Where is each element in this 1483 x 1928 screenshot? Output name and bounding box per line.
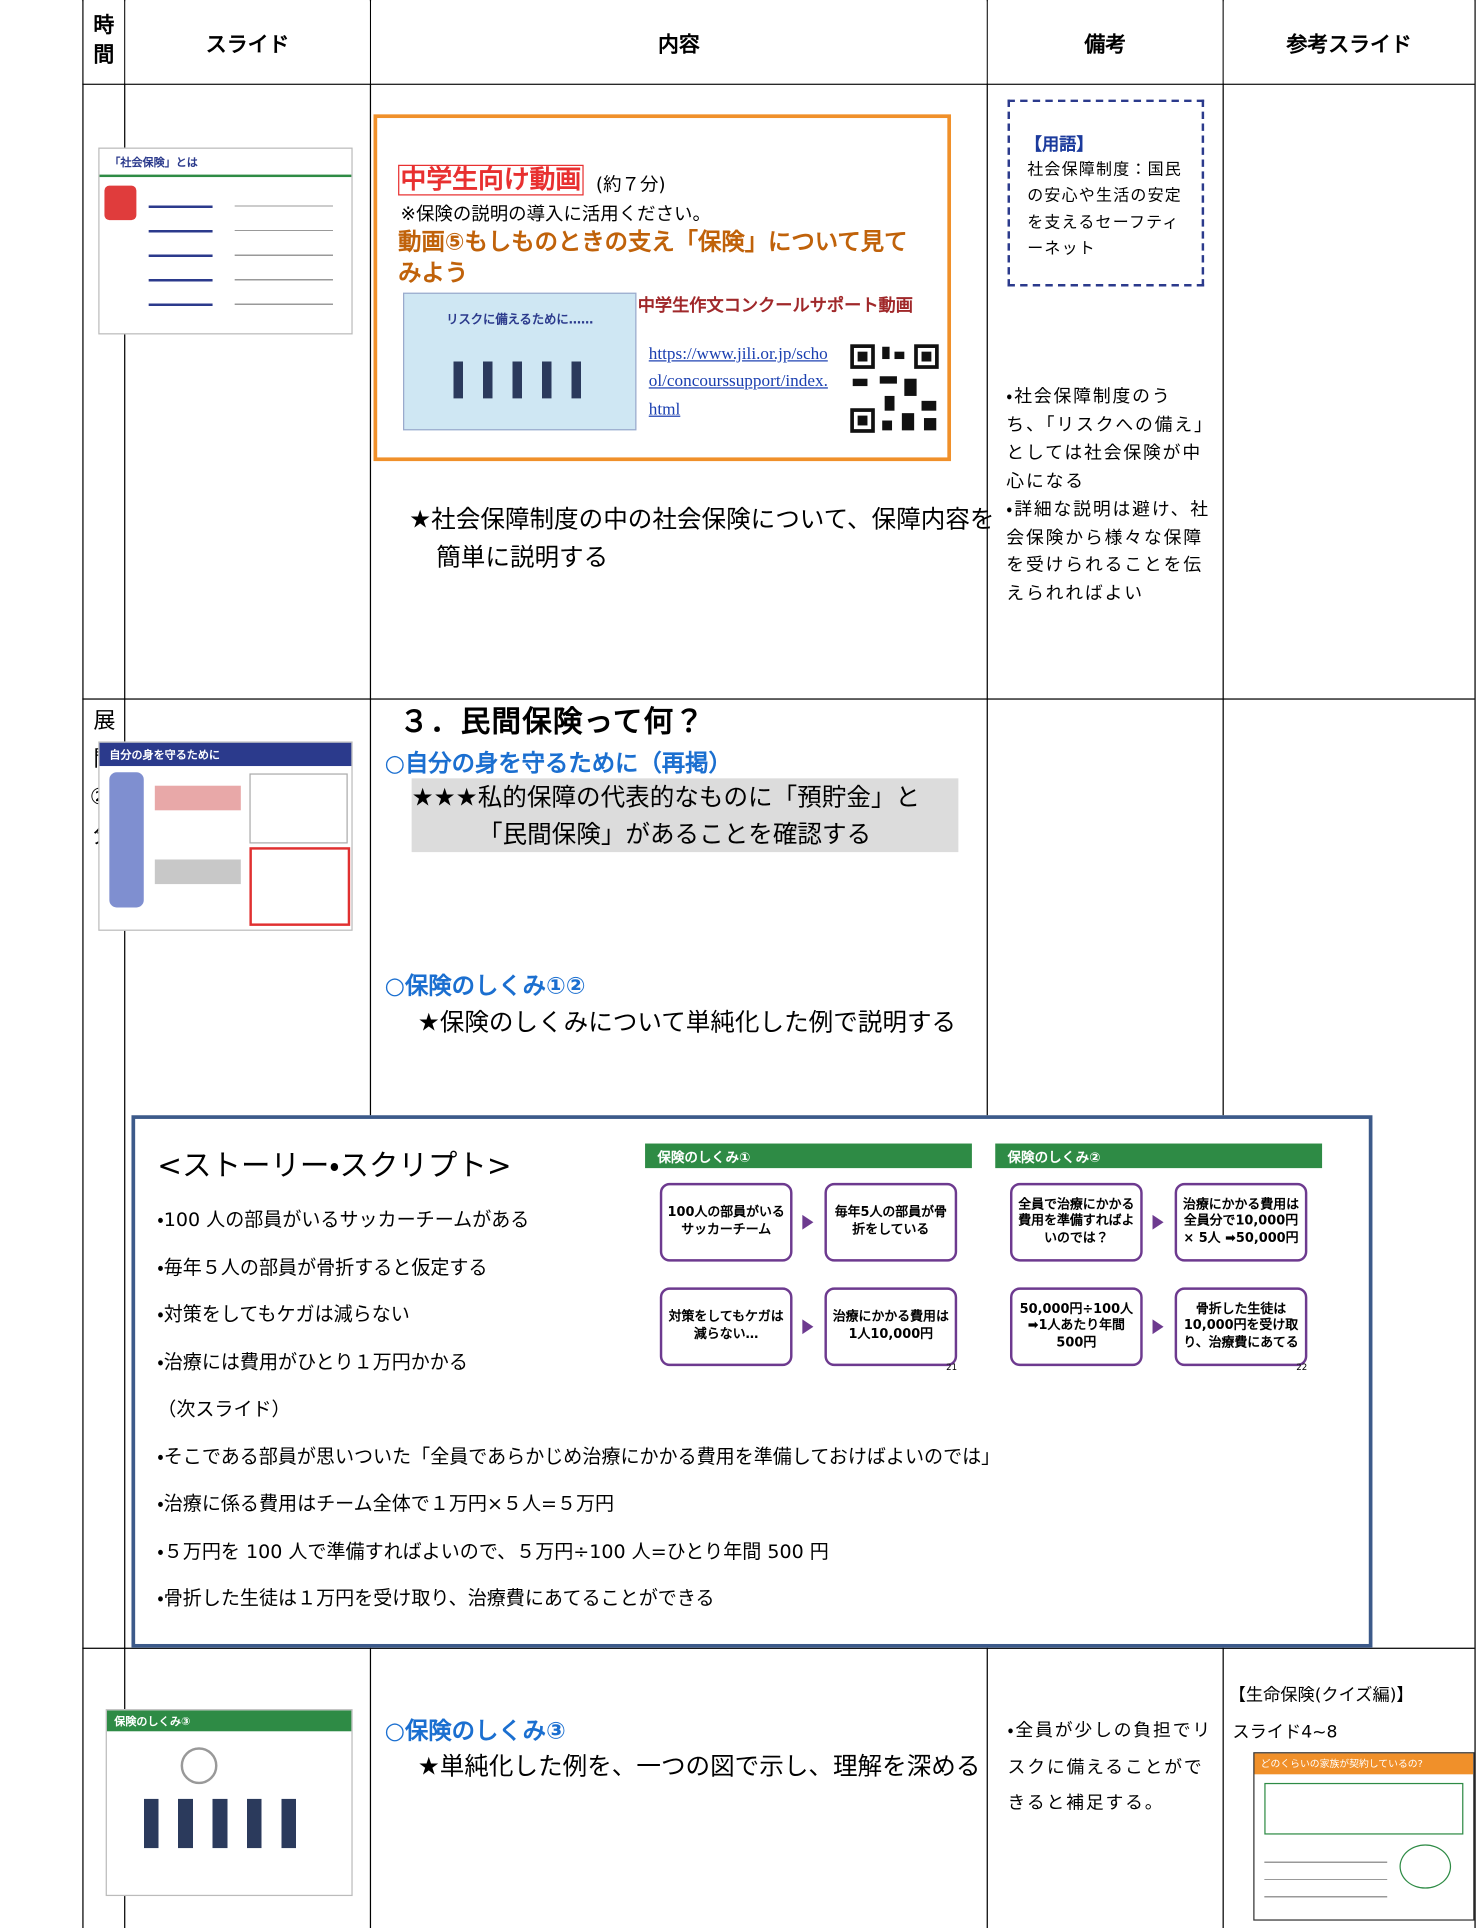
qr-code bbox=[847, 341, 942, 436]
story-line: ・対策をしてもケガは減らない bbox=[157, 1303, 410, 1326]
content-text: ★社会保障制度の中の社会保険について、保障内容を簡単に説明する bbox=[409, 504, 995, 572]
term-box bbox=[1007, 99, 1205, 287]
story-line: ・100 人の部員がいるサッカーチームがある bbox=[157, 1208, 530, 1231]
video-duration: (約７分) bbox=[595, 173, 666, 196]
slide-thumbnail: 自分の身を守るために bbox=[98, 741, 353, 931]
flow-box: 100人の部員がいるサッカーチーム bbox=[659, 1182, 793, 1262]
ref-title: 【生命保険(クイズ編)】 bbox=[1228, 1685, 1414, 1706]
slide-title: 保険のしくみ③ bbox=[106, 1710, 352, 1732]
content-text: ★★★私的保障の代表的なものに「預貯金」と「民間保険」があることを確認する bbox=[411, 778, 959, 853]
story-line: （次スライド） bbox=[157, 1398, 291, 1421]
slide-title: 保険のしくみ② bbox=[995, 1143, 1323, 1169]
ref-thumb-title: どのくらいの家族が契約しているの? bbox=[1254, 1753, 1474, 1775]
video-box bbox=[373, 114, 952, 462]
subheading: ○保険のしくみ③ bbox=[384, 1717, 566, 1745]
remark: ・詳細な説明は避け、社会保険から様々な保障を受けられることを伝えられればよい bbox=[1006, 499, 1210, 605]
video-thumbnail: リスクに備えるために…… bbox=[403, 292, 637, 431]
slide-title: 保険のしくみ① bbox=[645, 1143, 972, 1169]
slide-title: 自分の身を守るために bbox=[99, 742, 352, 767]
ref-slides: スライド4~8 bbox=[1232, 1722, 1338, 1743]
story-line: ・治療には費用がひとり１万円かかる bbox=[157, 1350, 468, 1373]
slide-thumbnail: 保険のしくみ③ bbox=[105, 1709, 353, 1897]
header-cell: 参考スライド bbox=[1223, 0, 1475, 84]
video-name: 動画⑤もしものときの支え「保険」について見てみよう bbox=[398, 228, 908, 287]
flow-box: 対策をしてもケガは減らない… bbox=[659, 1287, 793, 1367]
header-cell: 内容 bbox=[371, 0, 987, 84]
flow-box: 骨折した生徒は10,000円を受け取り、治療費にあてる bbox=[1174, 1287, 1308, 1367]
header-cell: 時間 bbox=[83, 0, 125, 84]
story-line: ・治療に係る費用はチーム全体で１万円×５人=５万円 bbox=[157, 1492, 615, 1515]
flow-arrow bbox=[802, 1319, 814, 1335]
ref-thumbnail: どのくらいの家族が契約しているの? bbox=[1253, 1752, 1475, 1921]
story-slide: 保険のしくみ① 100人の部員がいるサッカーチーム 毎年5人の部員が骨折をしている対… bbox=[645, 1143, 972, 1384]
story-title: <ストーリー・スクリプト> bbox=[157, 1148, 512, 1183]
term-heading: 【用語】 bbox=[1024, 135, 1094, 155]
remark: ・社会保障制度のうち、「リスクへの備え」としては社会保険が中心になる bbox=[1006, 387, 1205, 492]
video-note: ※保険の説明の導入に活用ください。 bbox=[400, 202, 711, 226]
content-text: ★単純化した例を、一つの図で示し、理解を深める bbox=[417, 1750, 981, 1781]
subheading: ○自分の身を守るために（再掲） bbox=[384, 750, 732, 778]
flow-arrow bbox=[1152, 1214, 1164, 1230]
video-url[interactable]: https://www.jili.or.jp/school/concourssu… bbox=[648, 345, 828, 420]
remark: ・全員が少しの負担でリスクに備えることができると補足する。 bbox=[1007, 1721, 1213, 1815]
slide-thumbnail: 「社会保険」とは bbox=[98, 147, 353, 335]
header-cell: 備考 bbox=[987, 0, 1223, 84]
flow-box: 50,000円÷100人 ➡1人あたり年間500円 bbox=[1009, 1287, 1143, 1367]
page-number: 22 bbox=[1296, 1362, 1308, 1373]
content-text: ★保険のしくみについて単純化した例で説明する bbox=[417, 1007, 957, 1037]
story-line: ・骨折した生徒は１万円を受け取り、治療費にあてることができる bbox=[157, 1587, 715, 1610]
video-thumb-title: リスクに備えるために…… bbox=[446, 313, 594, 328]
flow-box: 毎年5人の部員が骨折をしている bbox=[824, 1182, 958, 1262]
story-lines: ・100 人の部員がいるサッカーチームがある ・毎年５人の部員が骨折すると仮定す… bbox=[157, 1196, 1000, 1622]
flow-arrow bbox=[802, 1214, 814, 1230]
flow-arrow bbox=[1152, 1319, 1164, 1335]
flow-box: 治療にかかる費用は全員分で10,000円 × 5人 ➡50,000円 bbox=[1174, 1182, 1308, 1262]
remarks: ・社会保障制度のうち、「リスクへの備え」としては社会保険が中心になる ・詳細な説… bbox=[1006, 384, 1210, 609]
contest-title: 中学生作文コンクールサポート動画 bbox=[637, 296, 913, 317]
story-slide: 保険のしくみ② 全員で治療にかかる費用を準備すればよいのでは？ 治療にかかる費用は全… bbox=[995, 1143, 1323, 1384]
slide-title: 「社会保険」とは bbox=[99, 149, 352, 178]
story-line: ・毎年５人の部員が骨折すると仮定する bbox=[157, 1256, 488, 1279]
subheading: ○保険のしくみ①② bbox=[384, 972, 586, 1000]
story-line: ・５万円を 100 人で準備すればよいので、５万円÷100 人=ひとり年間 50… bbox=[157, 1540, 829, 1563]
page-number: 21 bbox=[946, 1362, 958, 1373]
section-heading: ３．民間保険って何？ bbox=[399, 704, 706, 739]
video-label: 中学生向け動画 bbox=[398, 164, 584, 196]
flow-box: 全員で治療にかかる費用を準備すればよいのでは？ bbox=[1009, 1182, 1143, 1262]
story-line: ・そこである部員が思いついた「全員であらかじめ治療にかかる費用を準備しておけばよ… bbox=[157, 1445, 1001, 1468]
flow-box: 治療にかかる費用は1人10,000円 bbox=[824, 1287, 958, 1367]
term-text: 社会保障制度：国民の安心や生活の安定を支えるセーフティーネット bbox=[1027, 161, 1183, 259]
header-cell: スライド bbox=[125, 0, 370, 84]
